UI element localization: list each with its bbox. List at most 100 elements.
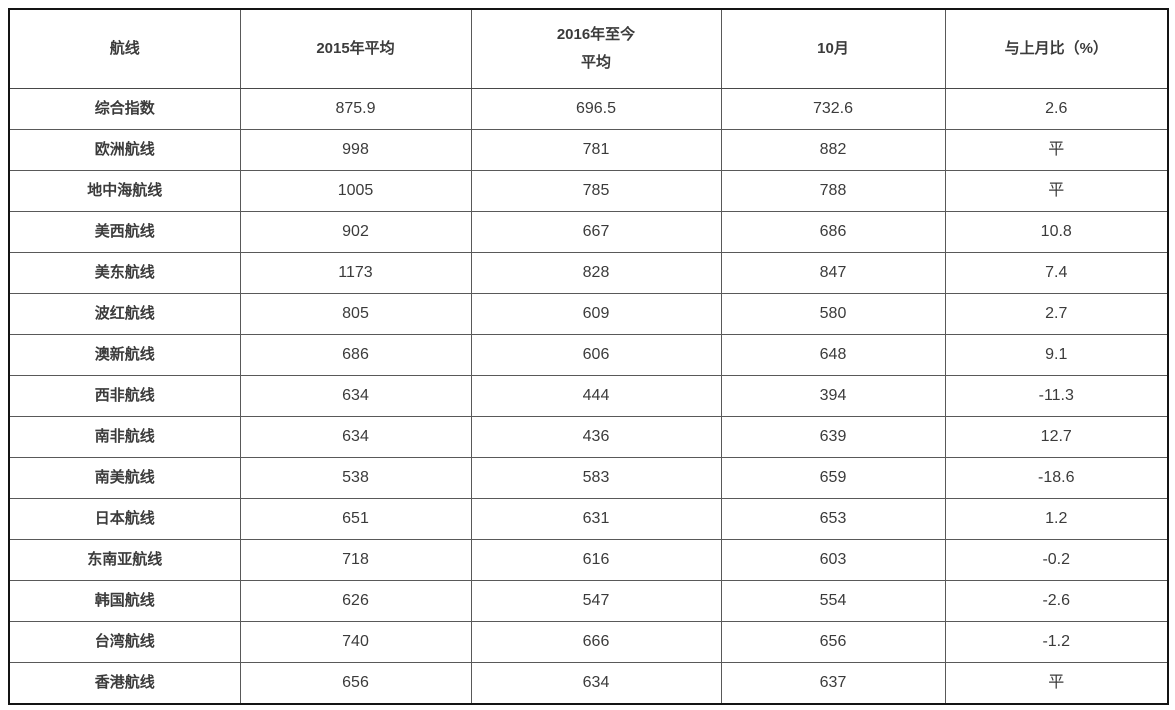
- column-header-mom-change: 与上月比（%）: [944, 8, 1169, 89]
- table-row: 地中海航线 1005 785 788 平: [8, 170, 1169, 212]
- route-name-cell: 美东航线: [8, 252, 241, 294]
- value-cell: 1.2: [944, 498, 1169, 540]
- value-cell: 580: [720, 293, 946, 335]
- value-cell: 444: [470, 375, 722, 417]
- value-cell: 788: [720, 170, 946, 212]
- route-name-cell: 南非航线: [8, 416, 241, 458]
- value-cell: 554: [720, 580, 946, 622]
- value-cell: 718: [239, 539, 472, 581]
- route-name-cell: 南美航线: [8, 457, 241, 499]
- value-cell: 1005: [239, 170, 472, 212]
- route-name-cell: 美西航线: [8, 211, 241, 253]
- route-name-cell: 东南亚航线: [8, 539, 241, 581]
- route-name-cell: 波红航线: [8, 293, 241, 335]
- value-cell: 616: [470, 539, 722, 581]
- value-cell: 696.5: [470, 88, 722, 130]
- value-cell: 637: [720, 662, 946, 705]
- value-cell: 603: [720, 539, 946, 581]
- route-name-cell: 澳新航线: [8, 334, 241, 376]
- table-row: 南非航线 634 436 639 12.7: [8, 416, 1169, 458]
- table-header: 航线 2015年平均 2016年至今 平均 10月 与上月比（%）: [8, 8, 1169, 89]
- value-cell: 634: [239, 416, 472, 458]
- value-cell: 2.7: [944, 293, 1169, 335]
- value-cell: 631: [470, 498, 722, 540]
- value-cell: 882: [720, 129, 946, 171]
- table-row: 日本航线 651 631 653 1.2: [8, 498, 1169, 540]
- table-row: 韩国航线 626 547 554 -2.6: [8, 580, 1169, 622]
- value-cell: 10.8: [944, 211, 1169, 253]
- value-cell: 828: [470, 252, 722, 294]
- value-cell: 805: [239, 293, 472, 335]
- value-cell: 656: [720, 621, 946, 663]
- value-cell: 平: [944, 129, 1169, 171]
- value-cell: 538: [239, 457, 472, 499]
- value-cell: 902: [239, 211, 472, 253]
- value-cell: 547: [470, 580, 722, 622]
- value-cell: 436: [470, 416, 722, 458]
- value-cell: 686: [720, 211, 946, 253]
- value-cell: 2.6: [944, 88, 1169, 130]
- value-cell: 740: [239, 621, 472, 663]
- route-name-cell: 日本航线: [8, 498, 241, 540]
- value-cell: 686: [239, 334, 472, 376]
- value-cell: 609: [470, 293, 722, 335]
- value-cell: 998: [239, 129, 472, 171]
- value-cell: 666: [470, 621, 722, 663]
- value-cell: 7.4: [944, 252, 1169, 294]
- value-cell: 634: [239, 375, 472, 417]
- table-row: 美西航线 902 667 686 10.8: [8, 211, 1169, 253]
- route-name-cell: 韩国航线: [8, 580, 241, 622]
- table-row: 香港航线 656 634 637 平: [8, 662, 1169, 705]
- column-header-2015-avg: 2015年平均: [239, 8, 472, 89]
- table-row: 南美航线 538 583 659 -18.6: [8, 457, 1169, 499]
- value-cell: 1173: [239, 252, 472, 294]
- value-cell: 9.1: [944, 334, 1169, 376]
- route-name-cell: 地中海航线: [8, 170, 241, 212]
- value-cell: 平: [944, 662, 1169, 705]
- value-cell: 732.6: [720, 88, 946, 130]
- shipping-index-table: 航线 2015年平均 2016年至今 平均 10月 与上月比（%） 综合指数 87…: [8, 8, 1169, 705]
- table-row: 西非航线 634 444 394 -11.3: [8, 375, 1169, 417]
- value-cell: 639: [720, 416, 946, 458]
- value-cell: 648: [720, 334, 946, 376]
- value-cell: 583: [470, 457, 722, 499]
- column-header-october: 10月: [720, 8, 946, 89]
- table-body: 综合指数 875.9 696.5 732.6 2.6 欧洲航线 998 781 882 平地中海航…: [8, 88, 1169, 705]
- value-cell: 394: [720, 375, 946, 417]
- value-cell: 667: [470, 211, 722, 253]
- table-row: 欧洲航线 998 781 882 平: [8, 129, 1169, 171]
- value-cell: 634: [470, 662, 722, 705]
- value-cell: 626: [239, 580, 472, 622]
- table-row: 综合指数 875.9 696.5 732.6 2.6: [8, 88, 1169, 130]
- value-cell: -1.2: [944, 621, 1169, 663]
- value-cell: -11.3: [944, 375, 1169, 417]
- value-cell: 659: [720, 457, 946, 499]
- value-cell: 平: [944, 170, 1169, 212]
- header-row: 航线 2015年平均 2016年至今 平均 10月 与上月比（%）: [8, 8, 1169, 89]
- value-cell: 875.9: [239, 88, 472, 130]
- value-cell: 847: [720, 252, 946, 294]
- table-row: 台湾航线 740 666 656 -1.2: [8, 621, 1169, 663]
- table-row: 美东航线 1173 828 847 7.4: [8, 252, 1169, 294]
- value-cell: 781: [470, 129, 722, 171]
- table-row: 波红航线 805 609 580 2.7: [8, 293, 1169, 335]
- route-name-cell: 西非航线: [8, 375, 241, 417]
- value-cell: 653: [720, 498, 946, 540]
- route-name-cell: 欧洲航线: [8, 129, 241, 171]
- table-row: 澳新航线 686 606 648 9.1: [8, 334, 1169, 376]
- value-cell: -18.6: [944, 457, 1169, 499]
- value-cell: 606: [470, 334, 722, 376]
- route-name-cell: 香港航线: [8, 662, 241, 705]
- value-cell: 785: [470, 170, 722, 212]
- column-header-route: 航线: [8, 8, 241, 89]
- value-cell: 651: [239, 498, 472, 540]
- value-cell: -2.6: [944, 580, 1169, 622]
- route-name-cell: 综合指数: [8, 88, 241, 130]
- value-cell: -0.2: [944, 539, 1169, 581]
- value-cell: 656: [239, 662, 472, 705]
- column-header-2016-avg: 2016年至今 平均: [470, 8, 722, 89]
- value-cell: 12.7: [944, 416, 1169, 458]
- table-row: 东南亚航线 718 616 603 -0.2: [8, 539, 1169, 581]
- route-name-cell: 台湾航线: [8, 621, 241, 663]
